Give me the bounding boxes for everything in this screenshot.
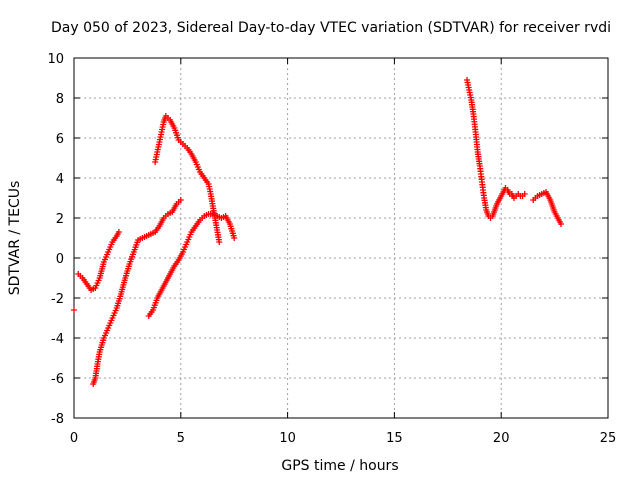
data-series: [75, 229, 122, 293]
x-axis-label: GPS time / hours: [281, 458, 398, 474]
data-series: [152, 113, 223, 245]
data-series: [530, 189, 565, 227]
y-tick-label: -2: [51, 292, 64, 307]
y-tick-label: 10: [47, 52, 64, 67]
data-point: [71, 307, 77, 313]
x-tick-label: 15: [386, 431, 403, 446]
data-point: [558, 221, 565, 227]
y-tick-label: 0: [56, 252, 64, 267]
y-tick-label: -6: [51, 372, 64, 387]
y-tick-label: 2: [56, 212, 64, 227]
data-points: [71, 77, 565, 387]
x-tick-labels: 0 5 10 15 20 25: [70, 431, 616, 446]
x-tick-label: 20: [493, 431, 510, 446]
data-series: [90, 197, 184, 387]
data-series: [145, 211, 238, 319]
data-point: [115, 229, 122, 235]
y-tick-labels: -8 -6 -4 -2 0 2 4 6 8 10: [47, 52, 64, 427]
x-tick-label: 0: [70, 431, 78, 446]
data-series: [71, 307, 77, 313]
axis-ticks: [73, 57, 609, 419]
y-axis-label: SDTVAR / TECUs: [7, 181, 23, 296]
y-tick-label: 4: [56, 172, 64, 187]
x-tick-label: 5: [177, 431, 185, 446]
plot-frame: [73, 57, 609, 419]
data-point: [177, 197, 184, 203]
y-tick-label: 8: [56, 92, 64, 107]
chart-title: Day 050 of 2023, Sidereal Day-to-day VTE…: [51, 20, 611, 36]
y-tick-label: -8: [51, 412, 64, 427]
y-tick-label: -4: [51, 332, 64, 347]
data-point: [216, 239, 223, 245]
data-point: [231, 235, 238, 241]
grid: [74, 58, 608, 418]
x-tick-label: 10: [279, 431, 296, 446]
data-point: [521, 191, 528, 197]
y-tick-label: 6: [56, 132, 64, 147]
x-tick-label: 25: [600, 431, 617, 446]
data-series: [464, 77, 528, 221]
